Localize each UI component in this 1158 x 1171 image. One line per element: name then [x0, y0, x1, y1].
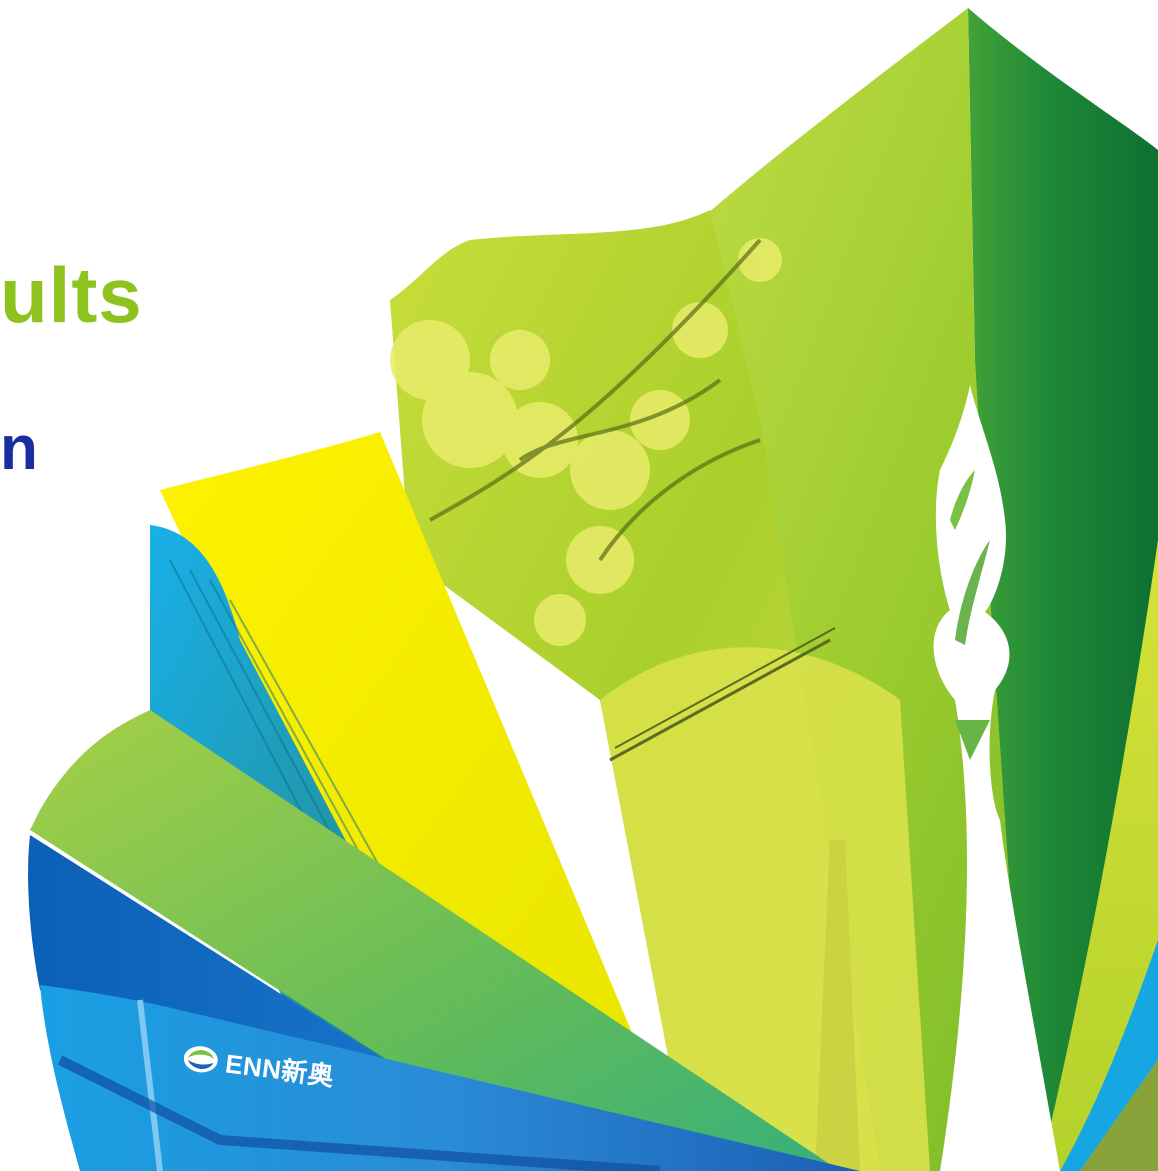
enn-logo: ENN新奥 [180, 1038, 337, 1093]
slide-headline: ults [0, 251, 143, 339]
flame-icon [933, 385, 1060, 1171]
enn-swirl-icon [183, 1045, 218, 1072]
slide-subheading: n [0, 414, 38, 483]
